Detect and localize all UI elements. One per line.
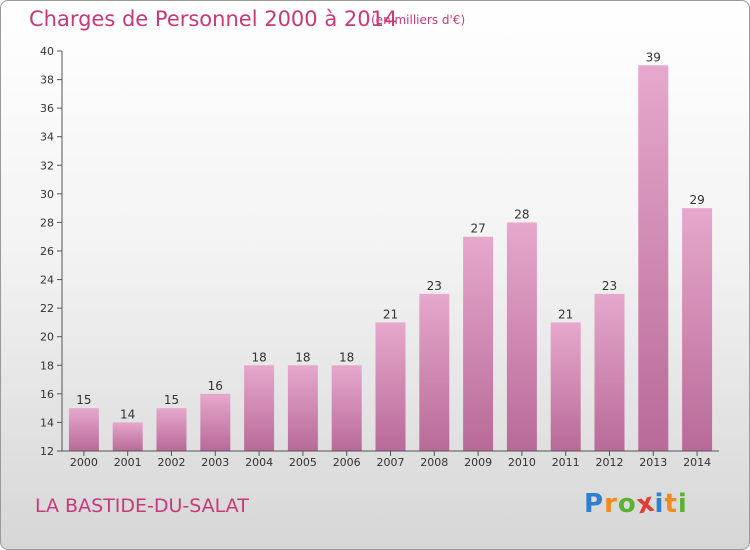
logo-letter: i: [654, 489, 665, 519]
y-tick-label: 40: [40, 45, 54, 58]
y-tick-label: 16: [40, 388, 54, 401]
value-label-2003: 16: [208, 379, 223, 393]
bars-group: 15 14 15 16 18 18 18 21 23 27 28 21 23 39 29: [68, 50, 713, 452]
x-tick-label-2003: 2003: [201, 456, 229, 469]
value-label-2000: 15: [76, 393, 91, 407]
value-label-2002: 15: [164, 393, 179, 407]
value-label-2001: 14: [120, 407, 135, 421]
y-tick-label: 12: [40, 445, 54, 458]
y-tick-label: 34: [40, 131, 54, 144]
y-tick-label: 26: [40, 245, 54, 258]
x-tick-label-2001: 2001: [114, 456, 142, 469]
value-label-2009: 27: [470, 222, 485, 236]
proxiti-logo: Proxiti: [584, 487, 688, 520]
y-tick-label: 38: [40, 74, 54, 87]
logo-letter: r: [604, 489, 618, 519]
bar-2000: [68, 408, 99, 451]
x-tick-label-2012: 2012: [596, 456, 624, 469]
y-tick-label: 22: [40, 302, 54, 315]
y-tick-label: 28: [40, 216, 54, 229]
value-label-2006: 18: [339, 350, 354, 364]
value-label-2007: 21: [383, 307, 398, 321]
y-tick-label: 32: [40, 159, 54, 172]
y-axis: 12 14 16 18 20 22 24 26 28 30 32 34 36 38 40: [40, 45, 63, 458]
bar-2010: [506, 222, 537, 451]
bar-2012: [594, 293, 625, 451]
bar-2003: [200, 393, 231, 451]
logo-letter: t: [664, 489, 678, 519]
y-tick-label: 18: [40, 359, 54, 372]
logo-letter: i: [677, 489, 688, 519]
x-tick-label-2009: 2009: [464, 456, 492, 469]
value-label-2010: 28: [514, 207, 529, 221]
y-tick-label: 14: [40, 416, 54, 429]
x-tick-label-2013: 2013: [639, 456, 667, 469]
y-tick-label: 24: [40, 274, 54, 287]
bar-2005: [287, 365, 318, 451]
x-tick-label-2004: 2004: [245, 456, 273, 469]
x-tick-label-2000: 2000: [70, 456, 98, 469]
x-tick-label-2005: 2005: [289, 456, 317, 469]
bar-2013: [638, 65, 669, 452]
bar-2008: [419, 293, 450, 451]
bar-2014: [682, 208, 713, 451]
bar-2004: [244, 365, 275, 451]
bar-2007: [375, 322, 406, 451]
logo-letter: P: [584, 489, 605, 519]
x-tick-label-2011: 2011: [552, 456, 580, 469]
y-tick-label: 36: [40, 102, 54, 115]
x-tick-label-2002: 2002: [158, 456, 186, 469]
bar-2006: [331, 365, 362, 451]
value-label-2005: 18: [295, 350, 310, 364]
x-tick-label-2007: 2007: [377, 456, 405, 469]
logo-letter: o: [617, 489, 637, 519]
y-tick-label: 20: [40, 331, 54, 344]
place-name: LA BASTIDE-DU-SALAT: [35, 495, 249, 517]
value-label-2008: 23: [427, 279, 442, 293]
x-tick-label-2014: 2014: [683, 456, 711, 469]
x-tick-label-2008: 2008: [420, 456, 448, 469]
chart-title: Charges de Personnel 2000 à 2014: [29, 7, 398, 31]
chart-subtitle: (en milliers d'€): [371, 13, 466, 27]
bar-2002: [156, 408, 187, 451]
value-label-2004: 18: [251, 350, 266, 364]
value-label-2012: 23: [602, 279, 617, 293]
x-tick-label-2006: 2006: [333, 456, 361, 469]
bar-2009: [463, 236, 494, 451]
x-axis: 2000 2001 2002 2003 2004 2005 2006 2007 2008 2009…: [62, 450, 719, 469]
x-tick-label-2010: 2010: [508, 456, 536, 469]
value-label-2011: 21: [558, 307, 573, 321]
bar-2001: [112, 422, 143, 451]
y-tick-label: 30: [40, 188, 54, 201]
bar-2011: [550, 322, 581, 451]
value-label-2013: 39: [646, 50, 661, 64]
value-label-2014: 29: [689, 193, 704, 207]
